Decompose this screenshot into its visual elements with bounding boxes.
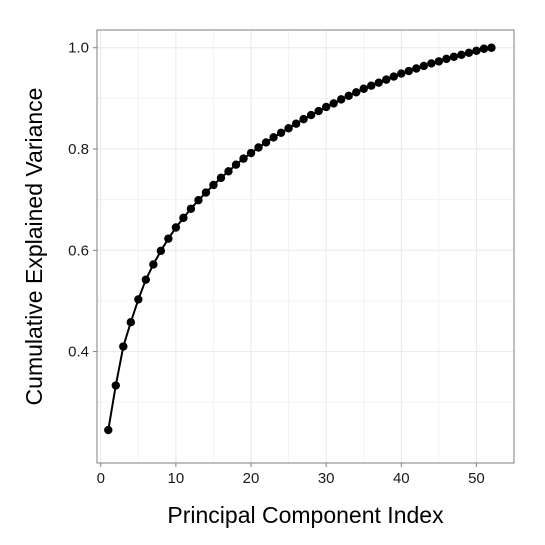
data-point (306, 110, 316, 120)
data-point (111, 381, 120, 390)
data-point (171, 223, 181, 232)
data-point (261, 138, 271, 147)
data-point (397, 69, 406, 78)
x-tick-label: 0 (97, 470, 105, 487)
data-point (389, 72, 398, 81)
data-point (472, 46, 481, 55)
data-point (179, 213, 188, 223)
data-point (457, 50, 466, 60)
data-point (239, 154, 248, 163)
y-tick-label: 0.8 (68, 141, 89, 158)
data-point (442, 54, 451, 64)
data-point (156, 246, 166, 256)
data-point (186, 204, 196, 213)
x-tick-label: 20 (243, 470, 260, 487)
data-point (412, 64, 421, 73)
data-point (404, 66, 414, 76)
data-point (434, 57, 444, 66)
data-point (164, 234, 173, 243)
data-point (276, 128, 286, 138)
data-point (352, 88, 361, 97)
data-point (224, 167, 233, 176)
x-axis-title: Principal Component Index (167, 502, 444, 528)
data-point (299, 114, 308, 124)
plot-panel (96, 29, 515, 464)
data-point (254, 143, 263, 152)
data-point (134, 295, 143, 304)
data-point (201, 188, 211, 197)
data-point (269, 133, 278, 142)
data-point (419, 61, 429, 71)
data-point (374, 78, 383, 87)
data-point (359, 84, 368, 93)
data-point (321, 102, 331, 112)
data-point (336, 95, 346, 104)
data-point (126, 318, 136, 327)
y-axis-title: Cumulative Explained Variance (21, 88, 47, 406)
data-point (194, 195, 203, 205)
data-point (367, 81, 376, 90)
x-tick-label: 50 (468, 470, 485, 487)
series-group (104, 43, 496, 435)
x-tick-label: 40 (393, 470, 410, 487)
data-point (209, 180, 218, 190)
data-point (104, 425, 113, 435)
data-point (216, 173, 226, 183)
y-tick-label: 1.0 (68, 40, 89, 57)
data-point (329, 99, 338, 108)
x-tick-labels: 0 10 20 30 40 50 (97, 470, 485, 487)
data-point (382, 75, 391, 84)
data-point (231, 160, 241, 169)
data-point (479, 44, 489, 53)
y-tick-label: 0.4 (68, 344, 89, 361)
data-point (246, 148, 256, 158)
y-tick-label: 0.6 (68, 242, 89, 259)
data-point (284, 124, 293, 133)
x-tick-label: 30 (318, 470, 335, 487)
x-tick-label: 10 (168, 470, 185, 487)
axis-ticks (93, 47, 477, 467)
data-point (427, 59, 436, 68)
data-point (141, 275, 151, 284)
y-tick-labels: 0.4 0.6 0.8 1.0 (68, 40, 89, 361)
data-point (314, 106, 323, 116)
data-point (291, 119, 301, 128)
data-point (487, 43, 496, 52)
data-point (344, 91, 353, 101)
grid-lines (97, 30, 514, 463)
data-point (149, 260, 158, 269)
data-point (449, 52, 459, 62)
data-point (464, 48, 474, 57)
data-point (119, 342, 128, 351)
